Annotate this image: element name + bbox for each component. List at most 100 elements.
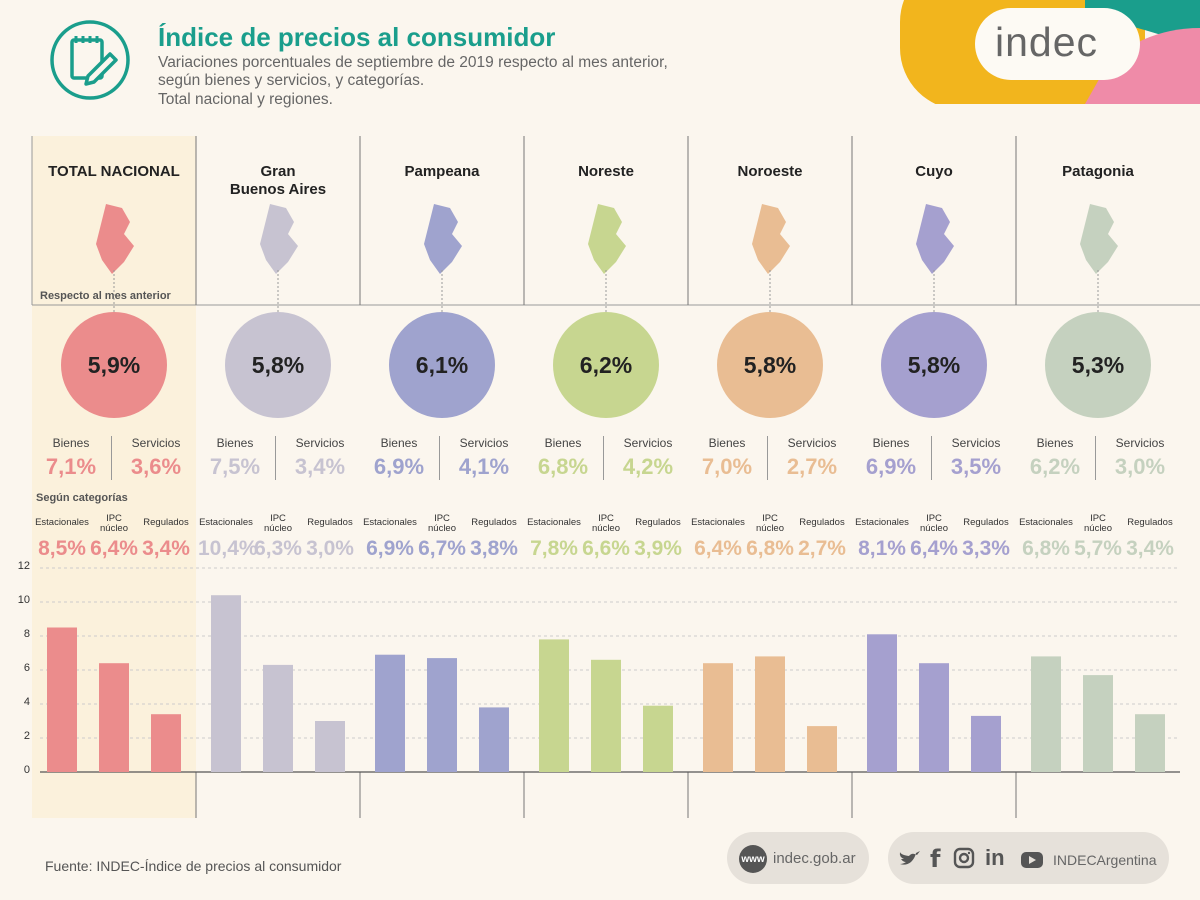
y-tick-label: 2 bbox=[23, 730, 30, 742]
category-label: IPC bbox=[1090, 513, 1106, 524]
category-value: 6,4% bbox=[910, 537, 958, 560]
bienes-label: Bienes bbox=[544, 436, 582, 450]
category-label: núcleo bbox=[264, 523, 292, 534]
region-name: TOTAL NACIONAL bbox=[48, 163, 180, 180]
y-tick-label: 4 bbox=[23, 696, 30, 708]
category-label: núcleo bbox=[1084, 523, 1112, 534]
region-name: Noreste bbox=[578, 163, 634, 180]
category-label: Regulados bbox=[635, 517, 681, 528]
region-map-icon bbox=[916, 204, 954, 274]
region-name: Gran bbox=[260, 163, 296, 180]
category-label: IPC bbox=[598, 513, 614, 524]
category-label: Regulados bbox=[143, 517, 189, 528]
servicios-value: 4,1% bbox=[458, 454, 510, 479]
region-map-icon bbox=[752, 204, 790, 274]
facebook-icon[interactable]: f bbox=[930, 845, 941, 873]
category-value: 5,7% bbox=[1074, 537, 1122, 560]
y-tick-label: 10 bbox=[17, 594, 30, 606]
bienes-value: 7,1% bbox=[45, 454, 97, 479]
category-label: Regulados bbox=[799, 517, 845, 528]
twitter-icon[interactable] bbox=[898, 849, 922, 869]
servicios-value: 4,2% bbox=[622, 454, 674, 479]
category-value: 6,4% bbox=[90, 537, 138, 560]
bienes-value: 6,2% bbox=[1029, 454, 1081, 479]
youtube-icon[interactable] bbox=[1020, 851, 1044, 869]
category-value: 6,3% bbox=[254, 537, 302, 560]
category-label: núcleo bbox=[920, 523, 948, 534]
category-value: 8,1% bbox=[858, 537, 906, 560]
category-label: Estacionales bbox=[855, 517, 909, 528]
category-label: Estacionales bbox=[527, 517, 581, 528]
linkedin-icon[interactable]: in bbox=[985, 845, 1005, 870]
category-value: 6,7% bbox=[418, 537, 466, 560]
section-label-categorias: Según categorías bbox=[36, 492, 128, 504]
servicios-label: Servicios bbox=[787, 436, 837, 450]
category-value: 3,0% bbox=[306, 537, 354, 560]
category-value: 3,8% bbox=[470, 537, 518, 560]
category-label: Estacionales bbox=[199, 517, 253, 528]
category-label: Estacionales bbox=[691, 517, 745, 528]
category-value: 6,8% bbox=[1022, 537, 1070, 560]
category-value: 3,4% bbox=[142, 537, 190, 560]
total-circle: 6,1% bbox=[389, 312, 495, 418]
y-tick-label: 12 bbox=[17, 560, 30, 572]
source-note: Fuente: INDEC-Índice de precios al consu… bbox=[45, 858, 342, 874]
servicios-label: Servicios bbox=[131, 436, 181, 450]
bienes-label: Bienes bbox=[708, 436, 746, 450]
bar bbox=[1083, 675, 1113, 772]
total-circle: 5,8% bbox=[225, 312, 331, 418]
servicios-label: Servicios bbox=[295, 436, 345, 450]
bienes-label: Bienes bbox=[216, 436, 254, 450]
total-circle: 5,8% bbox=[717, 312, 823, 418]
bienes-label: Bienes bbox=[1036, 436, 1074, 450]
bar bbox=[427, 658, 457, 772]
bienes-value: 7,0% bbox=[701, 454, 753, 479]
bar bbox=[1135, 714, 1165, 772]
category-label: núcleo bbox=[756, 523, 784, 534]
bar bbox=[643, 705, 673, 772]
bar bbox=[99, 663, 129, 772]
bar bbox=[755, 656, 785, 772]
category-value: 8,5% bbox=[38, 537, 86, 560]
bar bbox=[539, 639, 569, 772]
bienes-value: 6,9% bbox=[373, 454, 425, 479]
y-tick-label: 8 bbox=[23, 628, 30, 640]
y-tick-label: 6 bbox=[23, 662, 30, 674]
bienes-label: Bienes bbox=[872, 436, 910, 450]
section-label-respecto: Respecto al mes anterior bbox=[40, 290, 171, 302]
bar bbox=[591, 659, 621, 772]
bar bbox=[263, 664, 293, 772]
bar bbox=[479, 707, 509, 772]
total-circle: 6,2% bbox=[553, 312, 659, 418]
bienes-value: 6,9% bbox=[865, 454, 917, 479]
bar bbox=[375, 654, 405, 772]
category-value: 3,4% bbox=[1126, 537, 1174, 560]
y-tick-label: 0 bbox=[23, 764, 30, 776]
bienes-servicios-divider bbox=[603, 436, 604, 480]
servicios-label: Servicios bbox=[459, 436, 509, 450]
category-label: Estacionales bbox=[363, 517, 417, 528]
servicios-value: 3,4% bbox=[294, 454, 346, 479]
instagram-icon[interactable] bbox=[953, 847, 975, 869]
region-map-icon bbox=[260, 204, 298, 274]
servicios-value: 3,5% bbox=[950, 454, 1002, 479]
bar bbox=[807, 726, 837, 772]
category-label: Estacionales bbox=[1019, 517, 1073, 528]
category-label: núcleo bbox=[100, 523, 128, 534]
category-value: 6,9% bbox=[366, 537, 414, 560]
total-circle: 5,3% bbox=[1045, 312, 1151, 418]
subtitle-line: según bienes y servicios, y categorías. bbox=[158, 72, 425, 89]
category-value: 3,9% bbox=[634, 537, 682, 560]
bar bbox=[151, 714, 181, 772]
total-circle: 5,8% bbox=[881, 312, 987, 418]
bar bbox=[211, 595, 241, 772]
bienes-servicios-divider bbox=[931, 436, 932, 480]
globe-icon: www bbox=[739, 845, 767, 873]
region-name: Buenos Aires bbox=[229, 181, 327, 198]
category-label: Estacionales bbox=[35, 517, 89, 528]
category-value: 2,7% bbox=[798, 537, 846, 560]
category-label: IPC bbox=[270, 513, 286, 524]
category-label: Regulados bbox=[471, 517, 517, 528]
region-name: Noroeste bbox=[737, 163, 803, 180]
servicios-value: 3,0% bbox=[1114, 454, 1166, 479]
